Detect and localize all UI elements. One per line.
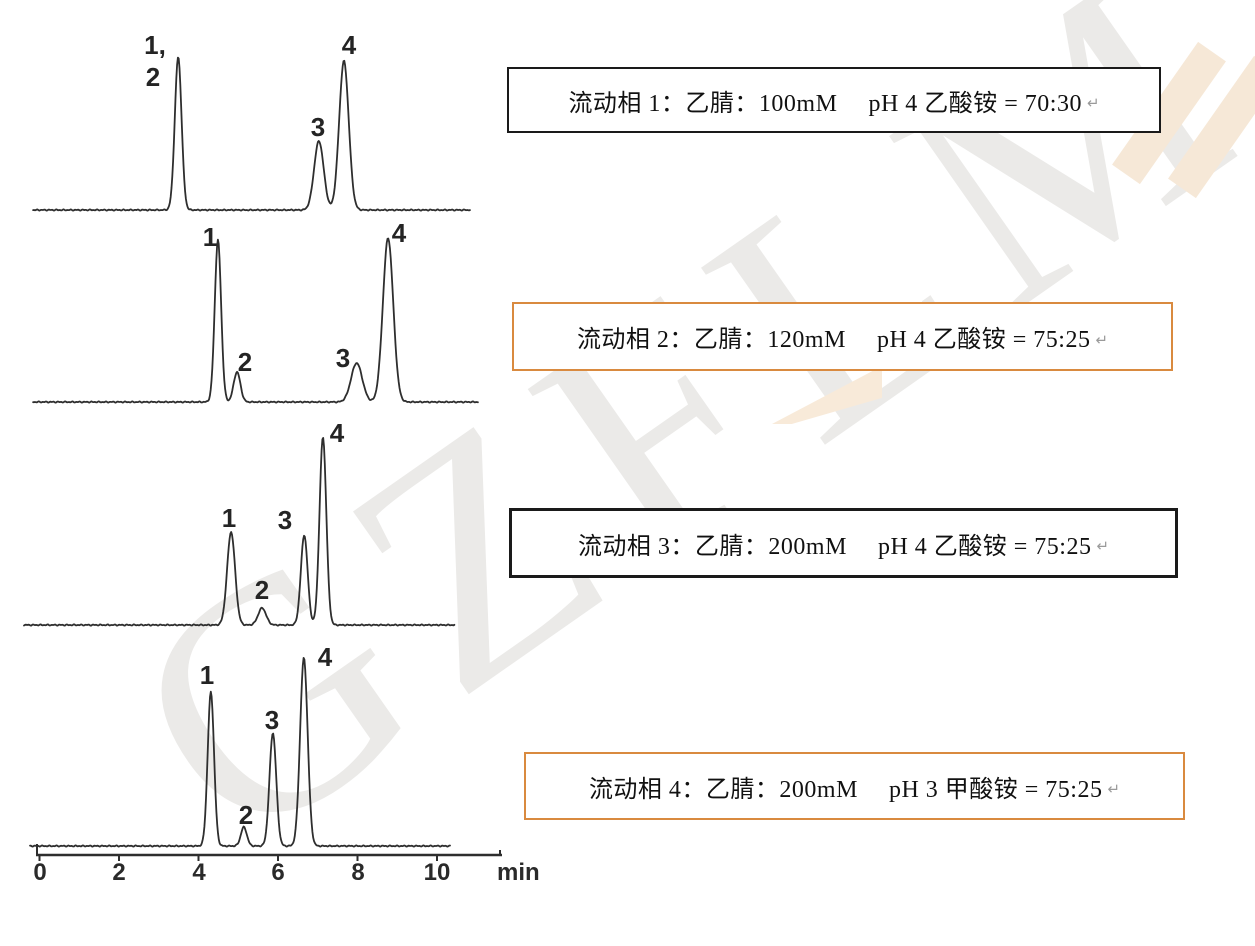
mobile-phase-3-text: 流动相 3：乙腈：200mM pH 4 乙酸铵 = 75:25: [577, 533, 1092, 560]
axis-end-ticks: [36, 844, 501, 856]
chromatogram-traces: [23, 56, 502, 861]
mobile-phase-1-box: 流动相 1：乙腈：100mM pH 4 乙酸铵 = 70:30 ↵: [507, 67, 1161, 133]
mobile-phase-1-text: 流动相 1：乙腈：100mM pH 4 乙酸铵 = 70:30: [568, 90, 1082, 117]
return-mark-icon: ↵: [1107, 780, 1121, 798]
return-mark-icon: ↵: [1095, 330, 1109, 349]
mobile-phase-4-text: 流动相 4：乙腈：200mM pH 3 甲酸铵 = 75:25: [588, 776, 1103, 803]
mobile-phase-2-text: 流动相 2：乙腈：120mM pH 4 乙酸铵 = 75:25: [576, 327, 1091, 353]
trace-mobile-phase-1: [32, 56, 471, 212]
trace-mobile-phase-2: [32, 237, 479, 404]
return-mark-icon: ↵: [1086, 94, 1100, 112]
mobile-phase-3-box: 流动相 3：乙腈：200mM pH 4 乙酸铵 = 75:25 ↵: [509, 508, 1178, 578]
mobile-phase-4-box: 流动相 4：乙腈：200mM pH 3 甲酸铵 = 75:25 ↵: [524, 752, 1185, 820]
mobile-phase-2-box: 流动相 2：乙腈：120mM pH 4 乙酸铵 = 75:25 ↵: [512, 302, 1173, 371]
return-mark-icon: ↵: [1096, 537, 1110, 555]
axis-tick-marks: [38, 856, 438, 861]
trace-mobile-phase-4: [29, 657, 451, 848]
trace-mobile-phase-3: [23, 437, 456, 627]
